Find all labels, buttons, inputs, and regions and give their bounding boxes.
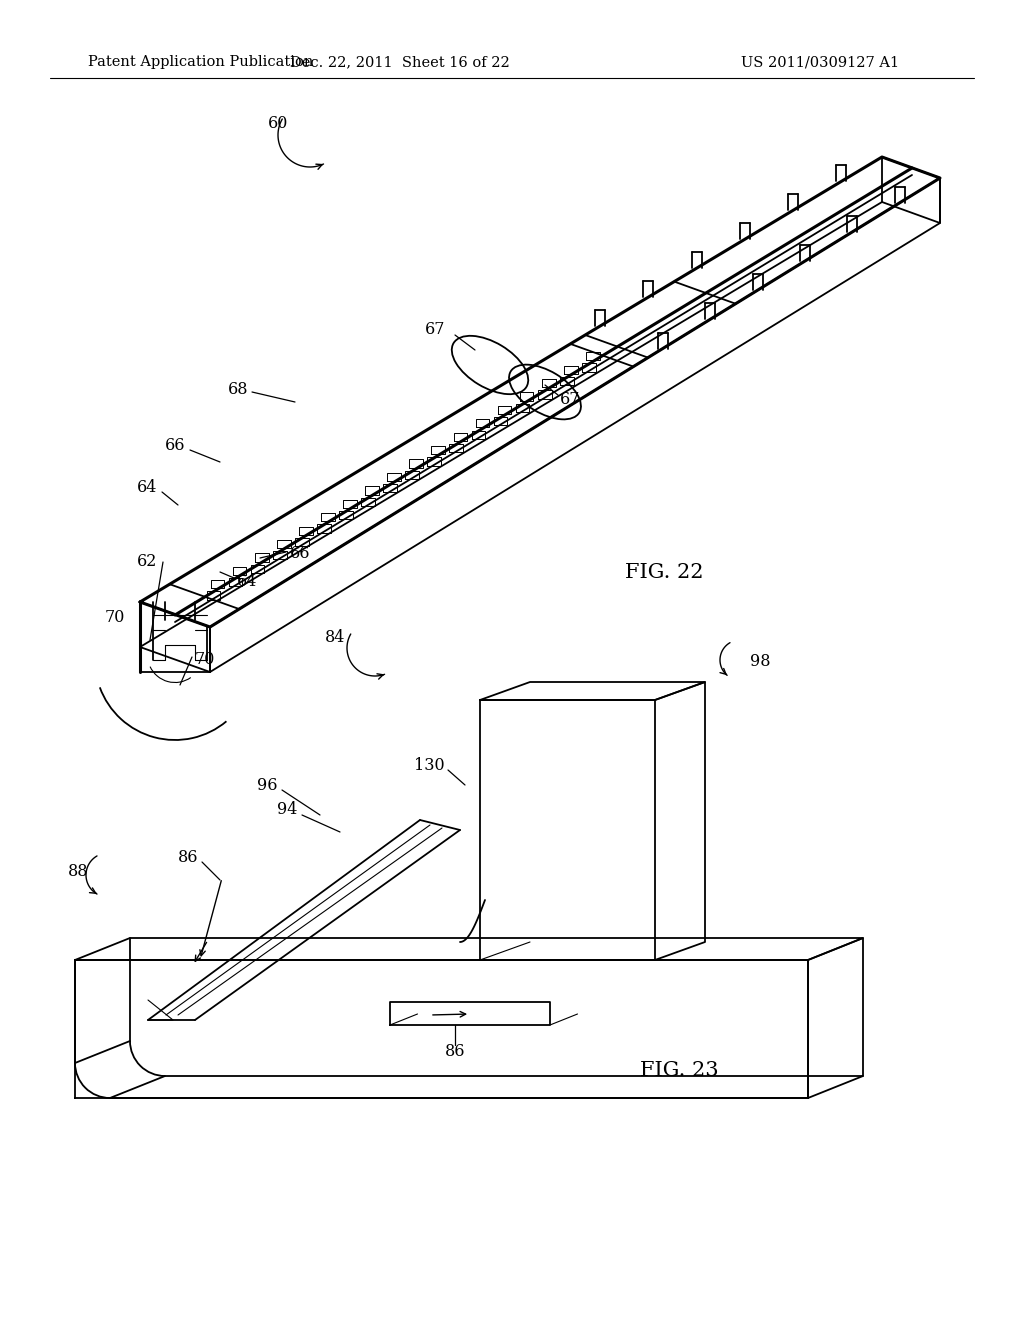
Text: US 2011/0309127 A1: US 2011/0309127 A1 xyxy=(741,55,899,69)
Text: Patent Application Publication: Patent Application Publication xyxy=(88,55,313,69)
Text: 96: 96 xyxy=(257,776,278,793)
Text: 67: 67 xyxy=(425,322,445,338)
Text: 68: 68 xyxy=(227,381,248,399)
Text: 60: 60 xyxy=(268,116,288,132)
Text: 98: 98 xyxy=(750,653,770,671)
Text: 64: 64 xyxy=(237,573,257,590)
Text: 67: 67 xyxy=(560,392,581,408)
Text: 62: 62 xyxy=(136,553,157,570)
Text: 88: 88 xyxy=(68,863,88,880)
Text: 70: 70 xyxy=(195,652,215,668)
Text: 70: 70 xyxy=(104,610,125,627)
Text: FIG. 23: FIG. 23 xyxy=(640,1060,719,1080)
Text: 86: 86 xyxy=(177,850,198,866)
Text: 94: 94 xyxy=(276,801,297,818)
Text: 64: 64 xyxy=(136,479,157,496)
Text: 86: 86 xyxy=(444,1044,465,1060)
Text: 130: 130 xyxy=(415,756,445,774)
Text: Dec. 22, 2011  Sheet 16 of 22: Dec. 22, 2011 Sheet 16 of 22 xyxy=(290,55,510,69)
Text: 84: 84 xyxy=(325,630,345,647)
Text: 66: 66 xyxy=(290,544,310,561)
Text: FIG. 22: FIG. 22 xyxy=(625,562,703,582)
Text: 66: 66 xyxy=(165,437,185,454)
